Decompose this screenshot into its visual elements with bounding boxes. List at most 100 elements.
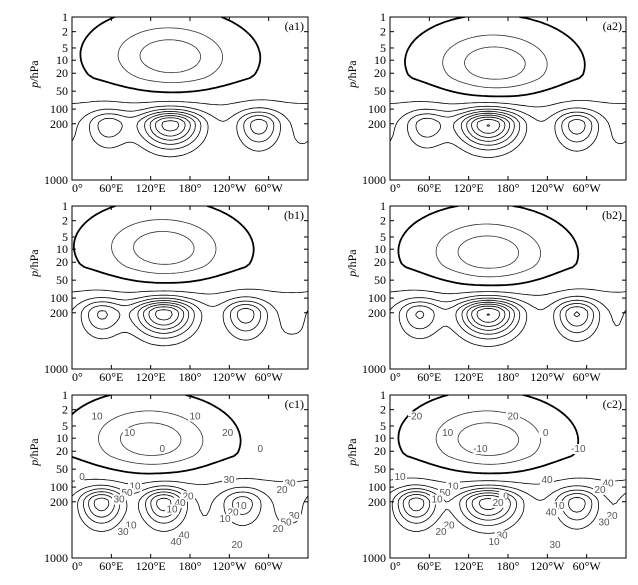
y-tick-label: 1	[380, 10, 386, 24]
negative-contour	[457, 422, 520, 456]
contour-label: 20	[222, 428, 234, 439]
positive-contour	[161, 120, 180, 132]
contour-label: 10	[166, 504, 178, 515]
y-tick-label: 20	[56, 255, 68, 269]
x-tick-label: 60°E	[99, 181, 123, 195]
contour-label-bg	[473, 444, 493, 455]
positive-contour	[390, 288, 626, 296]
positive-contour	[466, 114, 511, 142]
y-tick-label: 100	[50, 480, 68, 494]
x-tick-label: 120°W	[530, 370, 565, 384]
positive-contour	[466, 303, 581, 331]
positive-contour	[72, 478, 308, 485]
panel-frame	[389, 205, 627, 370]
y-tick-label: 1000	[362, 173, 386, 187]
contour-label: 10	[553, 501, 565, 512]
positive-contour	[476, 118, 501, 134]
x-tick-label: 60°W	[573, 181, 602, 195]
contour-label: 0	[79, 472, 85, 483]
y-tick-label: 20	[56, 66, 68, 80]
positive-contour	[390, 484, 626, 505]
contour-label-bg	[495, 530, 509, 541]
contour-label: 30	[117, 527, 129, 538]
x-tick-label: 0°	[390, 181, 401, 195]
contour-label: 50	[121, 488, 133, 499]
contour-label: 10	[488, 537, 500, 548]
y-tick-label: 100	[50, 291, 68, 305]
x-tick-label: 120°W	[530, 559, 565, 573]
y-tick-label: 50	[374, 84, 386, 98]
zero-contour	[397, 206, 580, 287]
y-axis-unit: /hPa	[345, 60, 359, 82]
y-tick-label: 1000	[362, 362, 386, 376]
x-tick-label: 120°E	[136, 181, 166, 195]
x-tick-label: 120°W	[530, 181, 565, 195]
positive-contour	[148, 306, 179, 326]
y-tick-label: 2	[62, 403, 68, 417]
panel-frame	[71, 205, 309, 370]
contour-label-bg	[253, 444, 263, 455]
y-tick-label: 1	[62, 199, 68, 213]
positive-contour	[72, 105, 308, 145]
positive-contour	[89, 108, 281, 158]
x-tick-label: 60°W	[255, 370, 284, 384]
contour-label: 10	[219, 514, 231, 525]
y-tick-label: 20	[374, 444, 386, 458]
contour-label-bg	[540, 475, 554, 486]
positive-contour	[72, 288, 308, 295]
panel-frame	[389, 16, 627, 181]
y-tick-label: 1	[62, 10, 68, 24]
x-tick-label: 60°W	[255, 559, 284, 573]
panel-label: (a2)	[603, 19, 622, 33]
contour-label-bg	[552, 501, 566, 512]
y-axis-unit: /hPa	[345, 438, 359, 460]
y-tick-label: 50	[374, 462, 386, 476]
contour-label-bg	[446, 481, 460, 492]
contour-label-bg	[271, 523, 285, 534]
contour-label-bg	[226, 507, 240, 518]
contour-label-bg	[430, 494, 444, 505]
y-tick-label: 100	[368, 102, 386, 116]
x-tick-label: 180°	[497, 181, 520, 195]
x-tick-label: 120°W	[212, 181, 247, 195]
x-tick-label: 0°	[72, 370, 83, 384]
y-tick-label: 5	[380, 419, 386, 433]
positive-contour	[80, 297, 268, 347]
y-tick-label: 5	[62, 419, 68, 433]
contour-label: 10	[394, 472, 406, 483]
contour-label-bg	[177, 530, 191, 541]
x-tick-label: 0°	[72, 181, 83, 195]
contour-lines	[72, 206, 308, 347]
contour-label-bg	[571, 444, 591, 455]
contour-label: 20	[182, 491, 194, 502]
y-tick-label: 200	[368, 495, 386, 509]
y-tick-label: 2	[62, 214, 68, 228]
positive-contour	[406, 299, 594, 340]
x-tick-label: 60°E	[99, 559, 123, 573]
negative-contour	[133, 231, 195, 265]
contour-label-bg	[605, 510, 619, 521]
y-tick-label: 10	[56, 242, 68, 256]
contour-label-bg	[442, 520, 456, 531]
contour-label: 30	[598, 517, 610, 528]
positive-contour	[398, 297, 601, 347]
contour-label-bg	[487, 536, 501, 547]
y-tick-label: 100	[368, 291, 386, 305]
contour-label: 30	[113, 495, 125, 506]
contour-label: 10	[129, 482, 141, 493]
contour-label: 10	[442, 428, 454, 439]
y-axis-symbol: p	[345, 271, 359, 278]
contour-label-bg	[234, 501, 248, 512]
positive-contour	[154, 117, 186, 137]
x-tick-label: 120°E	[454, 559, 484, 573]
y-tick-label: 2	[380, 403, 386, 417]
negative-contour	[435, 223, 541, 278]
y-axis-unit: /hPa	[27, 60, 41, 82]
contour-label: 40	[545, 508, 557, 519]
contour-label-bg	[275, 484, 289, 495]
y-tick-label: 2	[62, 25, 68, 39]
contour-label-bg	[173, 497, 187, 508]
contour-label-bg	[220, 427, 235, 438]
positive-contour	[154, 309, 173, 321]
positive-contour	[471, 305, 506, 327]
